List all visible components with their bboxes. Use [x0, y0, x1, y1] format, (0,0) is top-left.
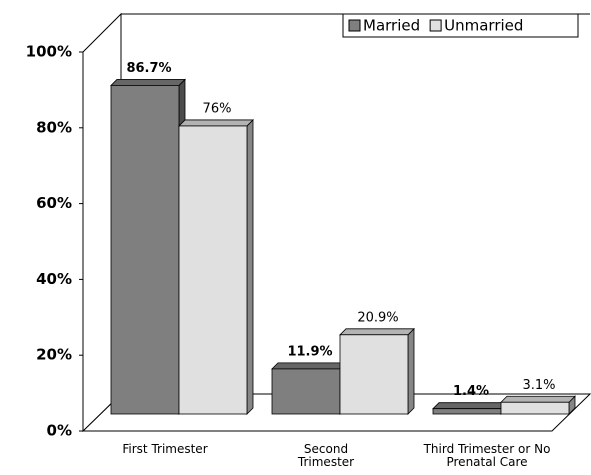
bar-top	[339, 328, 415, 336]
y-tick-label: 40%	[36, 270, 72, 288]
y-tick-label: 60%	[36, 194, 72, 212]
legend-box	[342, 13, 579, 38]
y-tick-label: 20%	[36, 346, 72, 364]
bar	[339, 334, 409, 415]
value-label: 11.9%	[287, 344, 332, 359]
bar	[110, 85, 180, 415]
bar-top	[110, 79, 186, 86]
value-label: 3.1%	[522, 378, 555, 393]
bar-top	[271, 362, 347, 370]
bar-side	[246, 118, 254, 415]
y-tick-label: 80%	[36, 118, 72, 136]
y-tick-label: 100%	[26, 43, 72, 61]
bar-top	[178, 119, 254, 127]
value-label: 86.7%	[126, 61, 171, 76]
y-tick-label: 0%	[47, 422, 72, 440]
value-label: 76%	[203, 101, 232, 116]
bar	[432, 408, 502, 415]
x-tick-label: Second Trimester	[297, 442, 355, 469]
x-tick-label: Third Trimester or No Prenatal Care	[423, 442, 551, 469]
bar	[271, 368, 341, 415]
bar-side	[407, 327, 415, 415]
x-tick-label: First Trimester	[122, 442, 208, 456]
legend-swatch	[429, 19, 442, 32]
bar-top	[432, 402, 508, 410]
bar	[178, 125, 248, 415]
value-label: 20.9%	[357, 310, 398, 325]
legend-swatch	[348, 19, 361, 32]
legend-label: Unmarried	[444, 17, 523, 35]
bar-top	[500, 395, 576, 403]
value-label: 1.4%	[453, 384, 489, 399]
bar	[500, 401, 570, 415]
legend-label: Married	[363, 17, 420, 35]
